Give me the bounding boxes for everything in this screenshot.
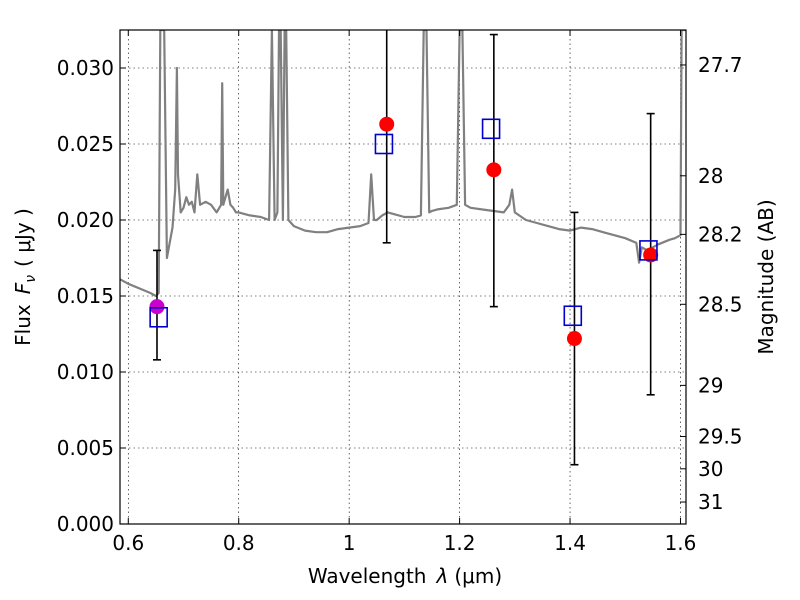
data-point: [566, 331, 582, 347]
data-point: [149, 299, 165, 315]
x-axis-label: Wavelength λ (μm): [308, 564, 502, 588]
x-axis-label-unit: (μm): [454, 564, 502, 588]
x-tick-label: 1.4: [554, 531, 586, 555]
model-point: [481, 118, 501, 140]
y2-tick-label: 29: [698, 373, 723, 397]
y-tick-label: 0.000: [57, 512, 114, 536]
x-axis-label-symbol: λ: [436, 564, 449, 588]
y-axis-label-sub: ν: [23, 275, 39, 283]
y2-axis-label: Magnitude (AB): [754, 199, 778, 354]
y2-tick-label: 29.5: [698, 425, 743, 449]
data-point: [379, 116, 395, 132]
y-axis-label-unit: ( μJy ): [11, 208, 35, 267]
x-tick-label: 0.8: [223, 531, 255, 555]
model-point: [374, 133, 394, 155]
y-tick-label: 0.010: [57, 360, 114, 384]
spectrum-line: [120, 30, 686, 298]
y-axis-label-symbol: F: [11, 282, 35, 294]
x-tick-label: 1: [343, 531, 356, 555]
y-tick-label: 0.025: [57, 132, 114, 156]
x-tick-label: 0.6: [112, 531, 144, 555]
model-point: [563, 305, 583, 327]
plot-frame: [119, 29, 687, 525]
y-axis-label: Flux Fν ( μJy ): [11, 208, 39, 346]
plot-area: [120, 30, 686, 524]
data-layer: [120, 30, 686, 298]
y-tick-label: 0.030: [57, 56, 114, 80]
y-axis-label-text: Flux: [11, 304, 35, 346]
tick-layer: 0.6 0.8 1 1.2 1.4 1.6 0.000 0.005 0.010 0.015 0.02…: [57, 30, 743, 555]
y2-tick-label: 31: [698, 490, 723, 514]
y2-tick-label: 28: [698, 164, 723, 188]
y2-tick-label: 28.5: [698, 292, 743, 316]
y-tick-label: 0.015: [57, 284, 114, 308]
x-tick-label: 1.6: [665, 531, 697, 555]
y2-tick-label: 30: [698, 457, 723, 481]
y2-tick-label: 28.2: [698, 222, 743, 246]
y2-tick-label: 27.7: [698, 53, 743, 77]
data-point: [486, 162, 502, 178]
y-tick-label: 0.020: [57, 208, 114, 232]
x-axis-label-text: Wavelength: [308, 564, 427, 588]
marker-layer: [149, 30, 659, 466]
model-point: [149, 306, 168, 328]
y-tick-label: 0.005: [57, 436, 114, 460]
x-tick-label: 1.2: [444, 531, 476, 555]
model-point: [639, 240, 658, 261]
